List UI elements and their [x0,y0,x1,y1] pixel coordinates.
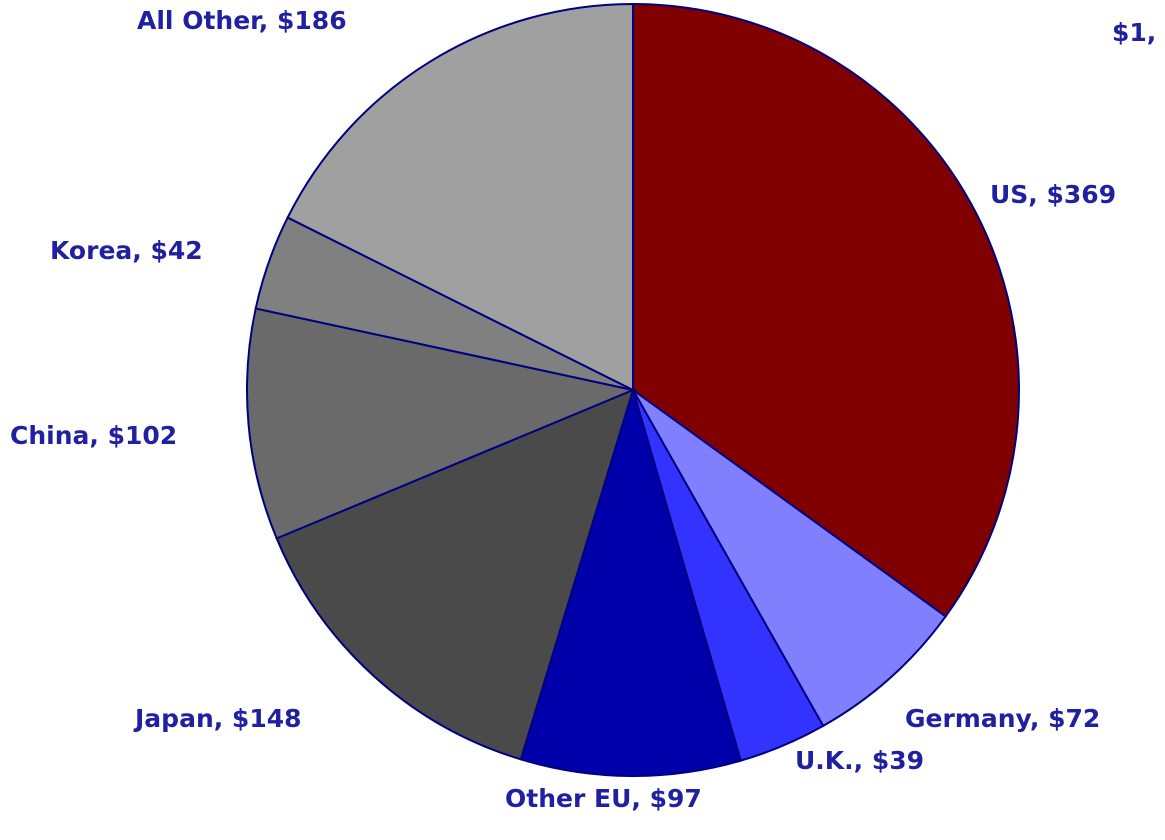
slice-label: Japan, $148 [133,704,302,733]
slice-label: Germany, $72 [905,704,1100,733]
slice-label: Other EU, $97 [505,784,702,813]
pie-slice [632,2,1020,618]
pie-slice [519,386,742,777]
slice-label: US, $369 [990,180,1116,209]
pie-slice [275,388,635,761]
slice-label: Korea, $42 [50,236,203,265]
chart-title: $1, [1112,18,1156,47]
slice-label: All Other, $186 [137,6,347,35]
pie-slice [246,307,637,540]
pie-slice [286,2,634,392]
slice-label: U.K., $39 [795,746,924,775]
slice-label: China, $102 [10,421,177,450]
pie-slice [632,389,948,728]
